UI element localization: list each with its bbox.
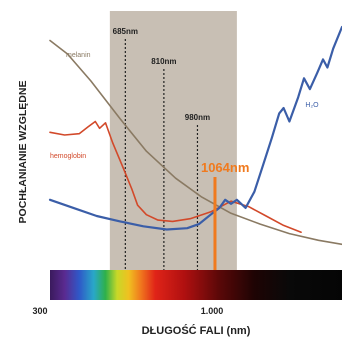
marker-label-685nm: 685nm <box>113 27 138 36</box>
y-axis-label: POCHŁANIANIE WZGLĘDNE <box>17 81 29 224</box>
series-label-melanin: melanin <box>66 52 91 59</box>
series-lines: melanin hemoglobin H₂O <box>48 25 342 246</box>
spectrum-bar <box>50 270 342 300</box>
marker-label-810nm: 810nm <box>151 57 176 66</box>
series-line-melanin <box>49 39 342 246</box>
marker-label-980nm: 980nm <box>185 113 210 122</box>
x-axis-label: DŁUGOŚĆ FALI (nm) <box>142 324 251 337</box>
highlight-band <box>109 11 237 270</box>
wavelength-guides <box>124 39 199 270</box>
marker-label-1064nm: 1064nm <box>201 160 249 175</box>
x-tick-300: 300 <box>32 306 47 316</box>
series-line-water <box>48 25 342 231</box>
series-label-water: H₂O <box>305 102 319 109</box>
x-tick-1000: 1.000 <box>201 306 224 316</box>
wavelength-markers: 685nm 810nm 980nm 1064nm <box>113 27 249 270</box>
series-label-hemoglobin: hemoglobin <box>50 153 86 160</box>
